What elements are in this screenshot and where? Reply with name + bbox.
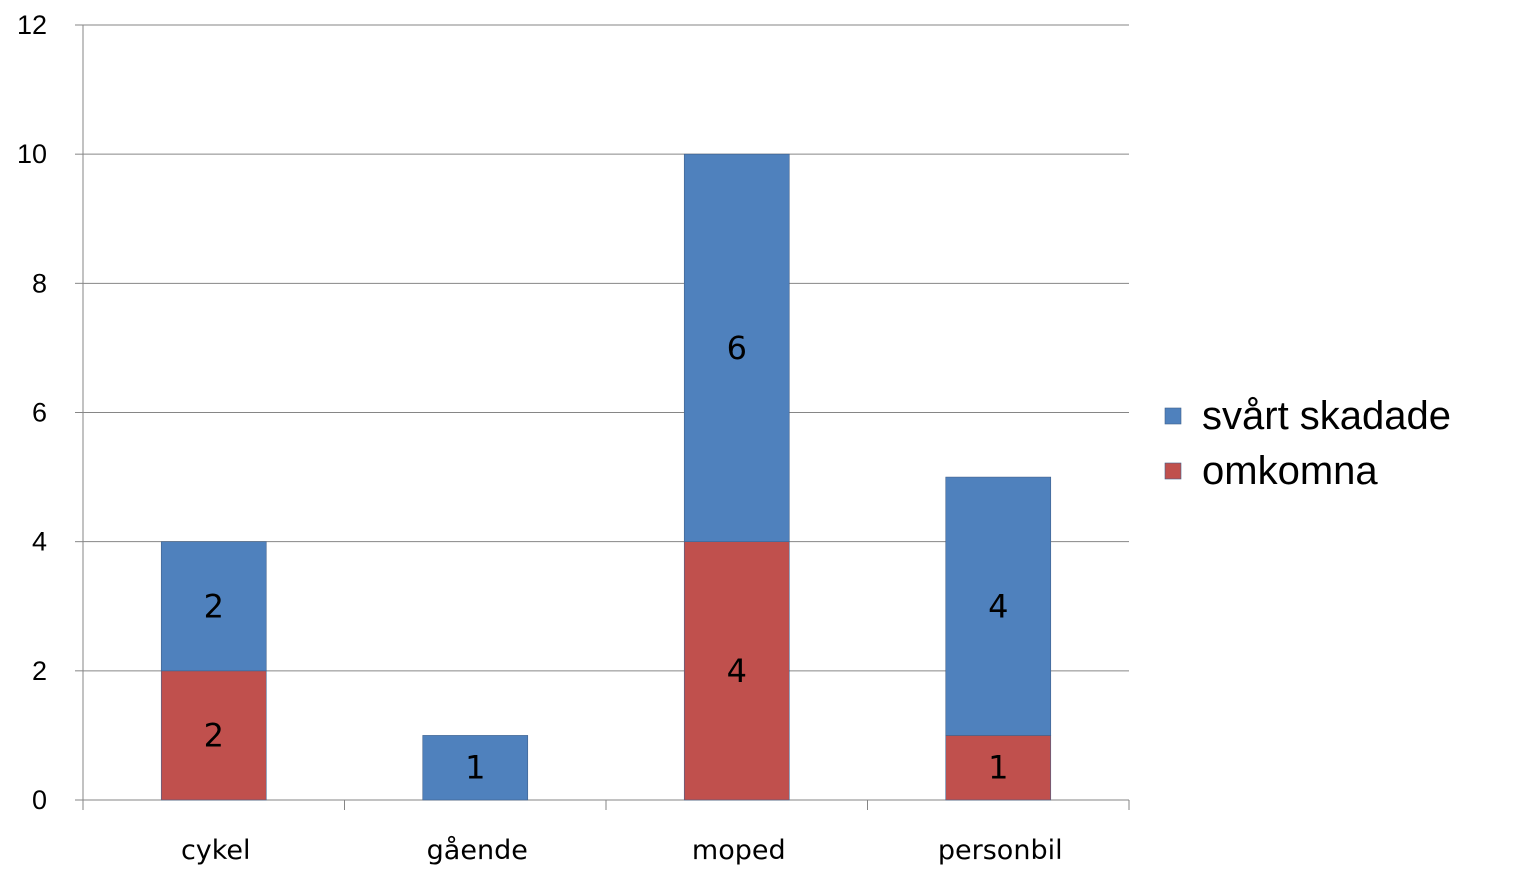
data-label: 1 [465, 749, 485, 787]
x-tick-label: cykel [181, 835, 251, 866]
data-labels: 2 2 1 4 6 1 4 [204, 329, 1009, 787]
legend: svårt skadade omkomna [1164, 394, 1451, 493]
legend-label: omkomna [1202, 449, 1378, 493]
bar-segment [160, 670, 267, 801]
y-tick-label: 6 [32, 398, 47, 428]
x-tick-label: personbil [938, 835, 1063, 866]
data-label: 4 [988, 587, 1008, 625]
y-tick-label: 12 [17, 10, 47, 40]
y-tick-label: 4 [32, 527, 47, 557]
bar-segment [945, 735, 1052, 801]
bar-segment [683, 541, 790, 801]
legend-swatch [1164, 462, 1182, 480]
data-label: 1 [988, 749, 1008, 787]
bar-segment [422, 735, 529, 801]
y-tick-label: 8 [32, 268, 47, 298]
x-tick-label: moped [692, 835, 786, 866]
bar-segment [160, 541, 267, 672]
bar-segment [945, 476, 1052, 736]
bar-segment [683, 153, 790, 542]
data-label: 2 [204, 587, 224, 625]
data-label: 6 [727, 329, 747, 367]
x-tick-labels: cykel gående moped personbil [181, 835, 1063, 866]
y-tick-label: 10 [17, 139, 47, 169]
y-tick-labels: 0 2 4 6 8 10 12 [17, 10, 47, 815]
data-label: 2 [204, 716, 224, 754]
y-tick-label: 0 [32, 785, 47, 815]
data-label: 4 [727, 652, 747, 690]
y-tick-label: 2 [32, 656, 47, 686]
legend-label: svårt skadade [1202, 394, 1451, 438]
bars [160, 153, 1052, 801]
legend-swatch [1164, 407, 1182, 425]
x-tick-label: gående [427, 835, 528, 866]
